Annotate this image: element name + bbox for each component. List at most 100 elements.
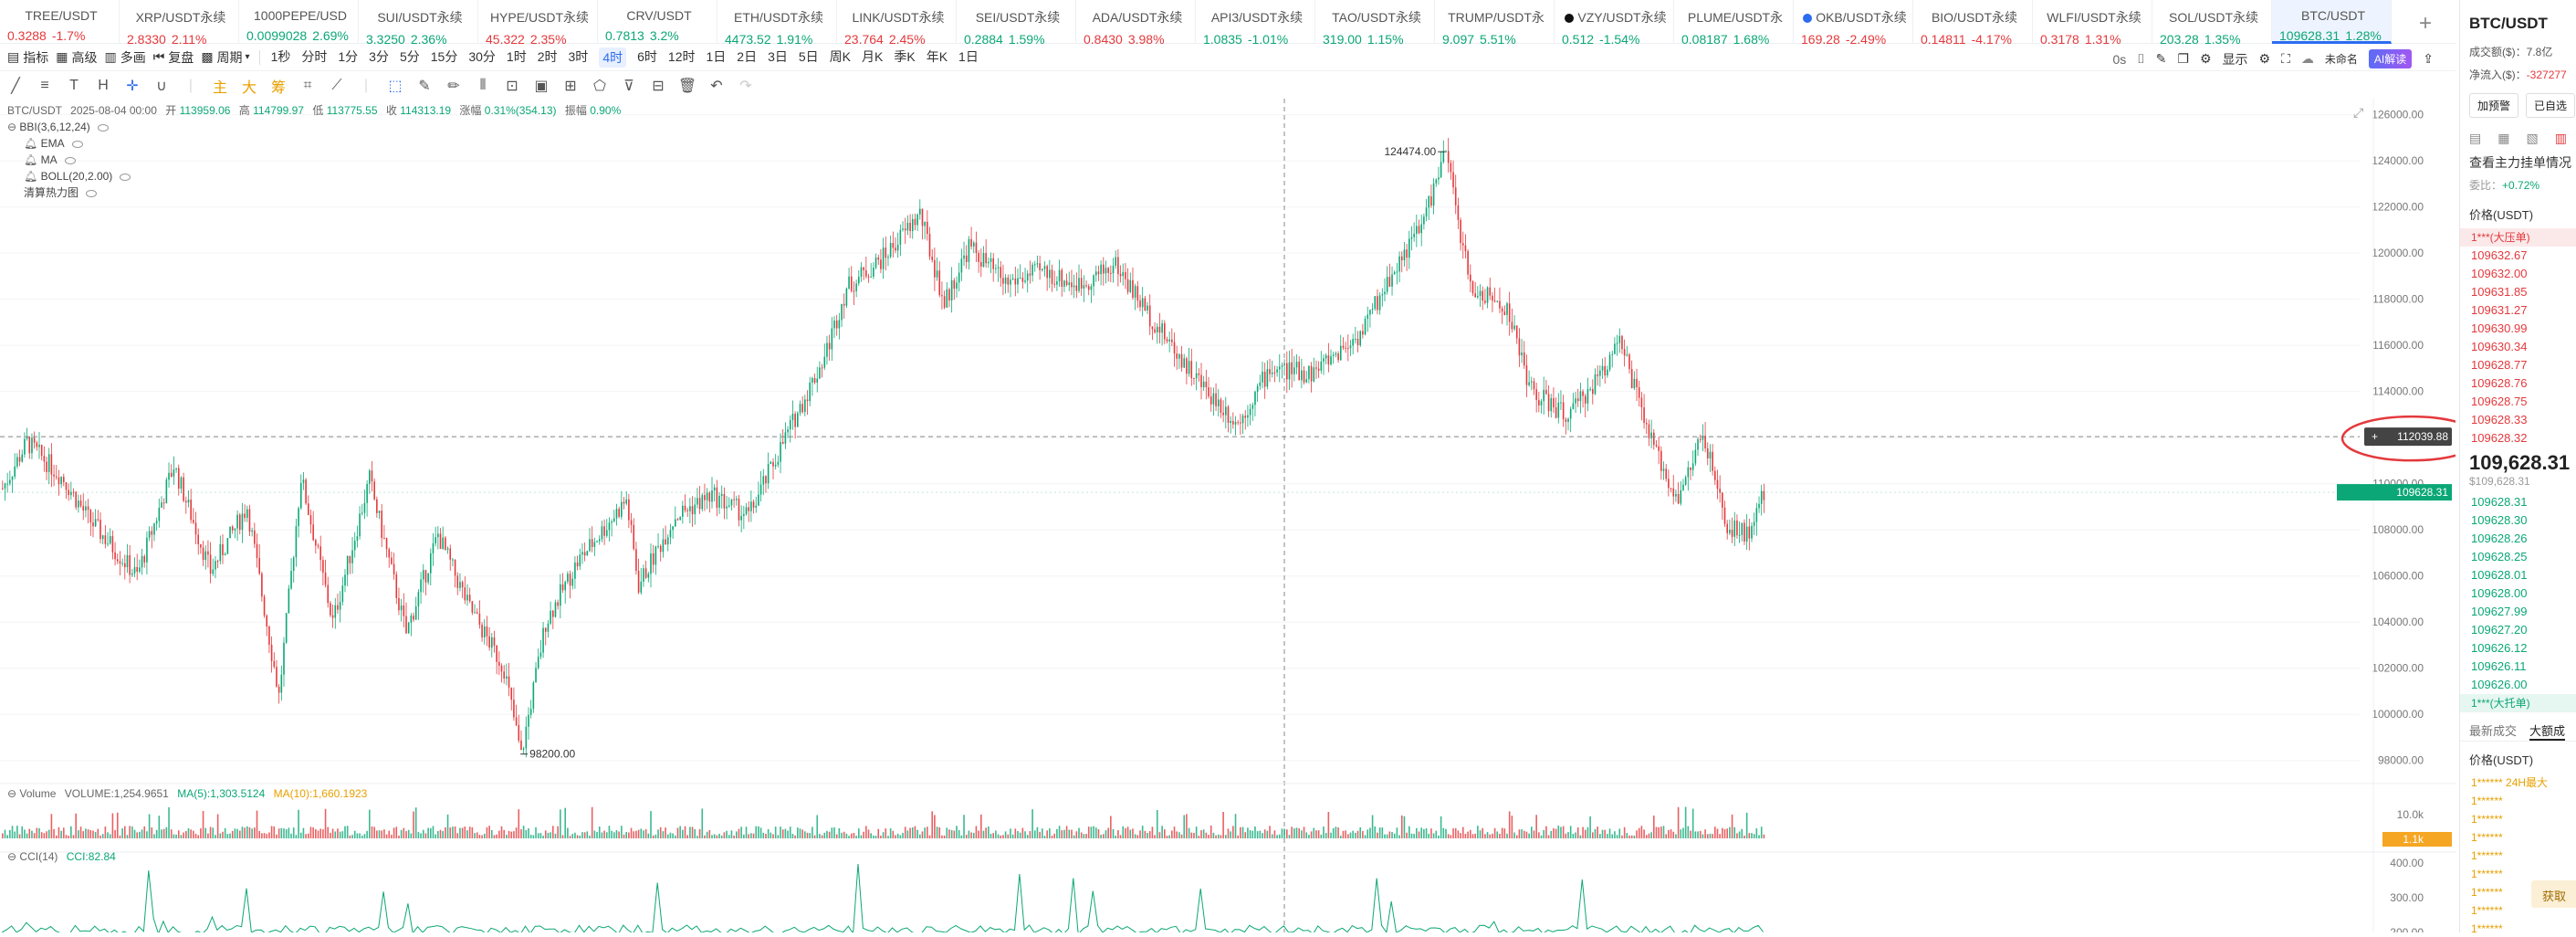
collapse-icon[interactable]: ⊖ (7, 850, 17, 863)
interval-11[interactable]: 6时 (637, 48, 657, 64)
cloud-icon[interactable]: ☁ (2300, 51, 2314, 66)
trade-row[interactable]: 1****** (2471, 886, 2503, 899)
bids-icon[interactable]: ▦ (2497, 131, 2510, 145)
ticker-1000pepe[interactable]: 1000PEPE/USD 0.0099028 2.69% (239, 0, 359, 44)
trade-row[interactable]: 1****** (2471, 831, 2503, 844)
camera-icon[interactable]: ⌷ (2137, 51, 2145, 66)
add-tab-icon[interactable]: + (2419, 11, 2433, 36)
text-icon[interactable]: T (69, 78, 79, 93)
trendline-icon[interactable]: ╱ (11, 79, 20, 94)
interval-20[interactable]: 年K (926, 48, 948, 64)
bid-row[interactable]: 109626.11 (2471, 659, 2527, 673)
asks-icon[interactable]: ▧ (2526, 131, 2539, 145)
copy-icon[interactable]: ❐ (2177, 51, 2189, 66)
main-force-icon[interactable]: 主 (212, 80, 227, 96)
ticker-crv[interactable]: CRV/USDT 0.7813 3.2% (598, 0, 717, 44)
trade-row[interactable]: 1****** (2471, 922, 2503, 932)
bid-row[interactable]: 109628.30 (2471, 513, 2528, 527)
bid-row[interactable]: 109628.00 (2471, 586, 2528, 600)
indicator-ma[interactable]: 🔔︎ MA (7, 152, 621, 168)
collapse-icon[interactable]: ⊖ (7, 121, 17, 133)
gear-icon[interactable]: ⚙ (2258, 51, 2271, 66)
ask-row[interactable]: 109628.76 (2471, 376, 2528, 390)
ticker-sui[interactable]: SUI/USDT永续 3.3250 2.36% (359, 0, 478, 47)
interval-21[interactable]: 1日 (958, 48, 979, 64)
ask-row[interactable]: 109632.67 (2471, 248, 2528, 262)
interval-7[interactable]: 1时 (506, 48, 527, 64)
trade-row[interactable]: 1****** (2471, 904, 2503, 917)
expand-icon[interactable]: ⤢ (2353, 105, 2363, 120)
measure-icon[interactable]: ⊞ (564, 79, 577, 94)
interval-8[interactable]: 2时 (537, 48, 558, 64)
ruler-icon[interactable]: ⊡ (506, 79, 518, 94)
ray-icon[interactable]: ≡ (40, 78, 49, 93)
add-alert-button[interactable]: 加预警 (2469, 93, 2519, 118)
advanced-button[interactable]: ▦ 高级 (56, 49, 98, 65)
tab-latest-trades[interactable]: 最新成交 (2469, 724, 2518, 738)
interval-9[interactable]: 3时 (568, 48, 589, 64)
image-icon[interactable]: ▣ (534, 79, 549, 94)
ask-row[interactable]: 109631.85 (2471, 285, 2528, 299)
depth-icon[interactable]: ▥ (2554, 131, 2567, 145)
big-order-icon[interactable]: 大 (241, 80, 257, 96)
shape-icon[interactable]: ⬠ (593, 79, 606, 94)
chart-area[interactable]: 98000.00 100000.00 102000.00 104000.00 10600… (0, 99, 2483, 937)
pen-icon[interactable]: ✎ (418, 79, 431, 94)
eye-icon[interactable] (71, 140, 83, 148)
ticker-eth[interactable]: ETH/USDT永续 4473.52 1.91% (717, 0, 837, 47)
magnet-icon[interactable]: ∪ (156, 79, 167, 94)
eye-icon[interactable] (86, 189, 98, 197)
ticker-tree[interactable]: TREE/USDT 0.3288 -1.7% (0, 0, 120, 44)
interval-1[interactable]: 分时 (301, 48, 328, 64)
settings-icon[interactable]: ⚙ (2199, 51, 2212, 66)
interval-5[interactable]: 15分 (430, 48, 458, 64)
trade-row[interactable]: 1****** (2471, 813, 2503, 826)
bid-row[interactable]: 109628.26 (2471, 532, 2528, 545)
indicator-bbi[interactable]: ⊖ BBI(3,6,12,24) (7, 119, 621, 135)
lock-icon[interactable]: ⊟ (652, 79, 665, 94)
redo-icon[interactable]: ↷ (739, 79, 752, 94)
display-button[interactable]: 显示 (2222, 51, 2248, 67)
fib-icon[interactable]: ⌗ (303, 78, 312, 93)
ticker-okb[interactable]: OKB/USDT永续 169.28 -2.49% (1794, 0, 1913, 47)
bid-row[interactable]: 109628.25 (2471, 550, 2528, 563)
layout-name[interactable]: 未命名 (2324, 53, 2358, 66)
interval-6[interactable]: 30分 (468, 48, 496, 64)
ticker-wlfi[interactable]: WLFI/USDT永续 0.3178 1.31% (2033, 0, 2152, 47)
interval-16[interactable]: 5日 (798, 48, 819, 64)
tab-large-trades[interactable]: 大额成 (2529, 721, 2566, 741)
filter-icon[interactable]: ⊽ (623, 79, 634, 94)
interval-15[interactable]: 3日 (768, 48, 788, 64)
ask-row[interactable]: 109628.33 (2471, 413, 2528, 426)
interval-3[interactable]: 3分 (369, 48, 389, 64)
trade-row[interactable]: 1****** (2471, 849, 2503, 862)
depth-title[interactable]: 查看主力挂单情况 (2469, 155, 2571, 170)
interval-12[interactable]: 12时 (667, 48, 696, 64)
trade-row[interactable]: 1****** (2471, 795, 2503, 807)
ask-row[interactable]: 109630.99 (2471, 321, 2528, 335)
edit-icon[interactable]: ✎ (2155, 51, 2167, 66)
indicators-button[interactable]: ▤ 指标 (7, 49, 49, 65)
interval-0[interactable]: 1秒 (270, 48, 291, 64)
ask-row[interactable]: 109631.27 (2471, 303, 2528, 317)
indicator-ema[interactable]: 🔔︎ EMA (7, 135, 621, 152)
ask-row[interactable]: 109628.32 (2471, 431, 2528, 445)
orderbook-icon[interactable]: ▤ (2469, 131, 2482, 145)
bid-row[interactable]: 109627.20 (2471, 623, 2528, 637)
ticker-vzy[interactable]: VZY/USDT永续 0.512 -1.54% (1555, 0, 1674, 47)
indicator-heatmap[interactable]: 清算热力图 (7, 184, 621, 201)
ticker-sol[interactable]: SOL/USDT永续 203.28 1.35% (2152, 0, 2272, 47)
plus-icon[interactable]: + (2372, 430, 2378, 443)
share-icon[interactable]: ⇪ (2423, 51, 2434, 66)
candlestick-chart[interactable]: 98000.00100000.00102000.00104000.0010600… (0, 99, 2483, 937)
fullscreen-icon[interactable]: ⛶ (2281, 51, 2290, 66)
ticker-ada[interactable]: ADA/USDT永续 0.8430 3.98% (1076, 0, 1196, 47)
ask-row[interactable]: 109632.00 (2471, 267, 2528, 280)
delete-icon[interactable]: 🗑 (677, 79, 697, 94)
pencil-icon[interactable]: ✏ (447, 79, 460, 94)
pattern-icon[interactable]: ⦀ (479, 78, 487, 93)
interval-13[interactable]: 1日 (706, 48, 727, 64)
interval-10[interactable]: 4时 (599, 47, 627, 68)
watchlist-button[interactable]: 已自选 (2526, 93, 2576, 118)
bid-row[interactable]: 109626.12 (2471, 641, 2528, 655)
